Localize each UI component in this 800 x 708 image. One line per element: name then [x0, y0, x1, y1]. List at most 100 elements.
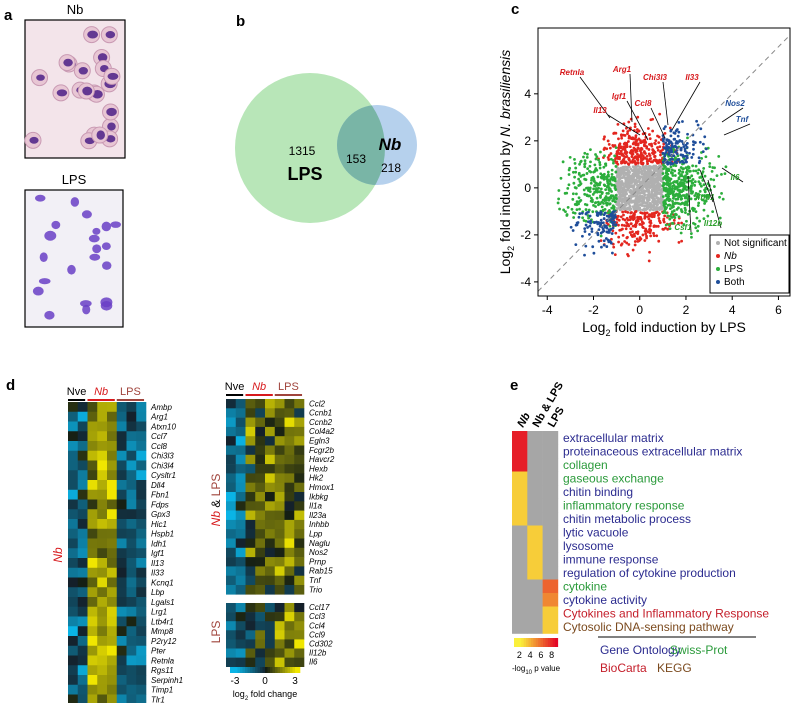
heatmap-cell	[236, 639, 246, 648]
heatmap-cell	[294, 630, 304, 639]
heatmap-cell	[226, 548, 236, 558]
heatmap-cell	[78, 607, 88, 617]
heatmap-cell	[117, 451, 127, 461]
point	[609, 179, 612, 182]
column-header: Nb	[252, 381, 266, 393]
point	[643, 239, 646, 242]
heatmap-cell	[97, 431, 107, 441]
heatmap-cell	[127, 646, 137, 656]
point	[708, 162, 711, 165]
heatmap-cell	[136, 470, 146, 480]
heatmap-cell	[294, 427, 304, 437]
point	[652, 193, 655, 196]
heatmap-cell	[68, 529, 78, 539]
heatmap-cell	[117, 587, 127, 597]
point	[606, 215, 609, 218]
point	[600, 176, 603, 179]
point	[611, 169, 614, 172]
point	[703, 189, 706, 192]
point	[599, 225, 602, 228]
point	[630, 185, 633, 188]
point	[572, 192, 575, 195]
point	[678, 139, 681, 142]
heatmap-cell	[294, 612, 304, 621]
gene-label: Ccl3	[309, 612, 326, 621]
heatmap-cell	[97, 607, 107, 617]
heatmap-cell	[88, 675, 98, 685]
point	[696, 217, 699, 220]
point	[713, 185, 716, 188]
gene-label: Il23a	[309, 511, 327, 520]
heatmap-cell	[107, 509, 117, 519]
colorbar-cell	[555, 638, 558, 647]
point	[612, 246, 615, 249]
annotation: Csf1	[674, 223, 692, 232]
point	[637, 156, 640, 159]
point	[673, 209, 676, 212]
enrichment-cell	[512, 485, 528, 499]
colorbar-cell	[298, 667, 301, 673]
heatmap-cell	[294, 603, 304, 612]
point	[697, 225, 700, 228]
heatmap-cell	[78, 656, 88, 666]
heatmap-cell	[68, 480, 78, 490]
point	[627, 121, 630, 124]
point	[610, 176, 613, 179]
heatmap-cell	[226, 511, 236, 521]
heatmap-cell	[127, 558, 137, 568]
nucleus	[80, 300, 92, 307]
heatmap-cell	[88, 509, 98, 519]
heatmap-cell	[255, 501, 265, 511]
gene-label: Ccnb1	[309, 409, 332, 418]
panel-letter: e	[510, 377, 518, 394]
point	[620, 215, 623, 218]
heatmap-cell	[68, 656, 78, 666]
point	[642, 198, 645, 201]
heatmap-cell	[117, 675, 127, 685]
heatmap-cell	[265, 658, 275, 667]
point	[589, 161, 592, 164]
point	[575, 192, 578, 195]
heatmap-cell	[136, 617, 146, 627]
point	[655, 192, 658, 195]
heatmap-cell	[107, 675, 117, 685]
heatmap-cell	[107, 695, 117, 704]
point	[655, 202, 658, 205]
heatmap-cell	[78, 519, 88, 529]
point	[622, 199, 625, 202]
heatmap-cell	[107, 402, 117, 412]
heatmap-cell	[88, 656, 98, 666]
point	[643, 175, 646, 178]
point	[663, 215, 666, 218]
point	[674, 202, 677, 205]
heatmap-cell	[136, 675, 146, 685]
point	[656, 166, 659, 169]
heatmap-cell	[255, 446, 265, 456]
heatmap-cell	[246, 630, 256, 639]
point	[628, 176, 631, 179]
point	[683, 177, 686, 180]
heatmap-cell	[88, 451, 98, 461]
point	[639, 211, 642, 214]
heatmap-cell	[136, 568, 146, 578]
point	[636, 195, 639, 198]
point	[574, 203, 577, 206]
legend-marker	[716, 280, 720, 284]
point	[639, 180, 642, 183]
point	[648, 251, 651, 254]
heatmap-cell	[294, 539, 304, 549]
enrichment-cell	[543, 607, 559, 621]
point	[656, 197, 659, 200]
heatmap-cell	[265, 464, 275, 474]
heatmap-cell	[265, 483, 275, 493]
point	[583, 165, 586, 168]
gene-label: Lrg1	[151, 608, 167, 617]
point	[678, 189, 681, 192]
point	[697, 124, 700, 127]
term-label: lysosome	[563, 539, 614, 553]
enrichment-cell	[527, 566, 543, 580]
heatmap-cell	[117, 461, 127, 471]
heatmap-cell	[136, 587, 146, 597]
point	[628, 171, 631, 174]
heatmap-cell	[107, 558, 117, 568]
